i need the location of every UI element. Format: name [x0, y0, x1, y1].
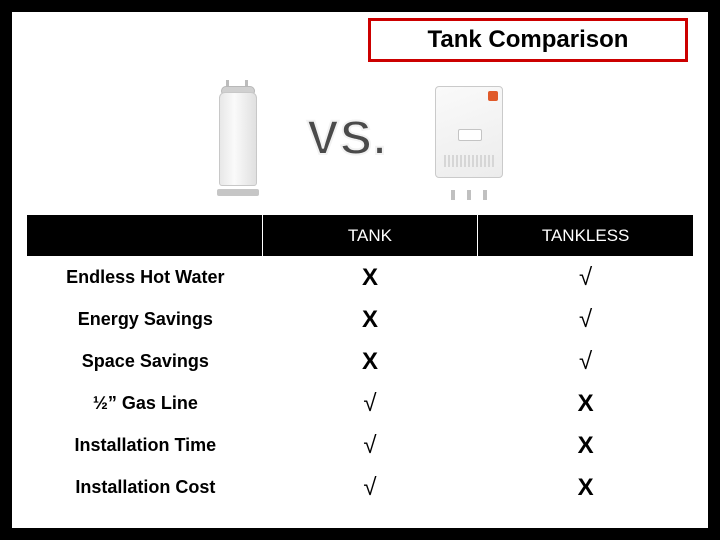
header-tank: TANK: [262, 215, 478, 257]
check-icon: √: [262, 425, 478, 467]
comparison-hero: VS.: [12, 68, 708, 208]
table-row: Installation Cost√X: [27, 467, 694, 509]
header-tankless: TANKLESS: [478, 215, 694, 257]
comparison-table: TANK TANKLESS Endless Hot WaterX√Energy …: [26, 214, 694, 509]
row-label: Installation Cost: [27, 467, 263, 509]
check-icon: √: [262, 383, 478, 425]
table-header-row: TANK TANKLESS: [27, 215, 694, 257]
check-icon: √: [478, 257, 694, 299]
table-row: Energy SavingsX√: [27, 299, 694, 341]
x-mark-icon: X: [262, 257, 478, 299]
tankless-heater-icon: [435, 86, 503, 190]
row-label: Endless Hot Water: [27, 257, 263, 299]
x-mark-icon: X: [262, 299, 478, 341]
vs-label: VS.: [307, 111, 387, 166]
check-icon: √: [478, 299, 694, 341]
title-box: Tank Comparison: [368, 18, 688, 62]
row-label: ½” Gas Line: [27, 383, 263, 425]
slide: Tank Comparison VS. TANK TANKLESS: [12, 12, 708, 528]
x-mark-icon: X: [478, 383, 694, 425]
table-row: Space SavingsX√: [27, 341, 694, 383]
x-mark-icon: X: [478, 425, 694, 467]
row-label: Energy Savings: [27, 299, 263, 341]
check-icon: √: [262, 467, 478, 509]
header-empty: [27, 215, 263, 257]
row-label: Installation Time: [27, 425, 263, 467]
tank-heater-icon: [217, 80, 259, 196]
check-icon: √: [478, 341, 694, 383]
row-label: Space Savings: [27, 341, 263, 383]
page-title: Tank Comparison: [428, 26, 629, 54]
table-row: ½” Gas Line√X: [27, 383, 694, 425]
table-row: Endless Hot WaterX√: [27, 257, 694, 299]
x-mark-icon: X: [262, 341, 478, 383]
x-mark-icon: X: [478, 467, 694, 509]
table-row: Installation Time√X: [27, 425, 694, 467]
